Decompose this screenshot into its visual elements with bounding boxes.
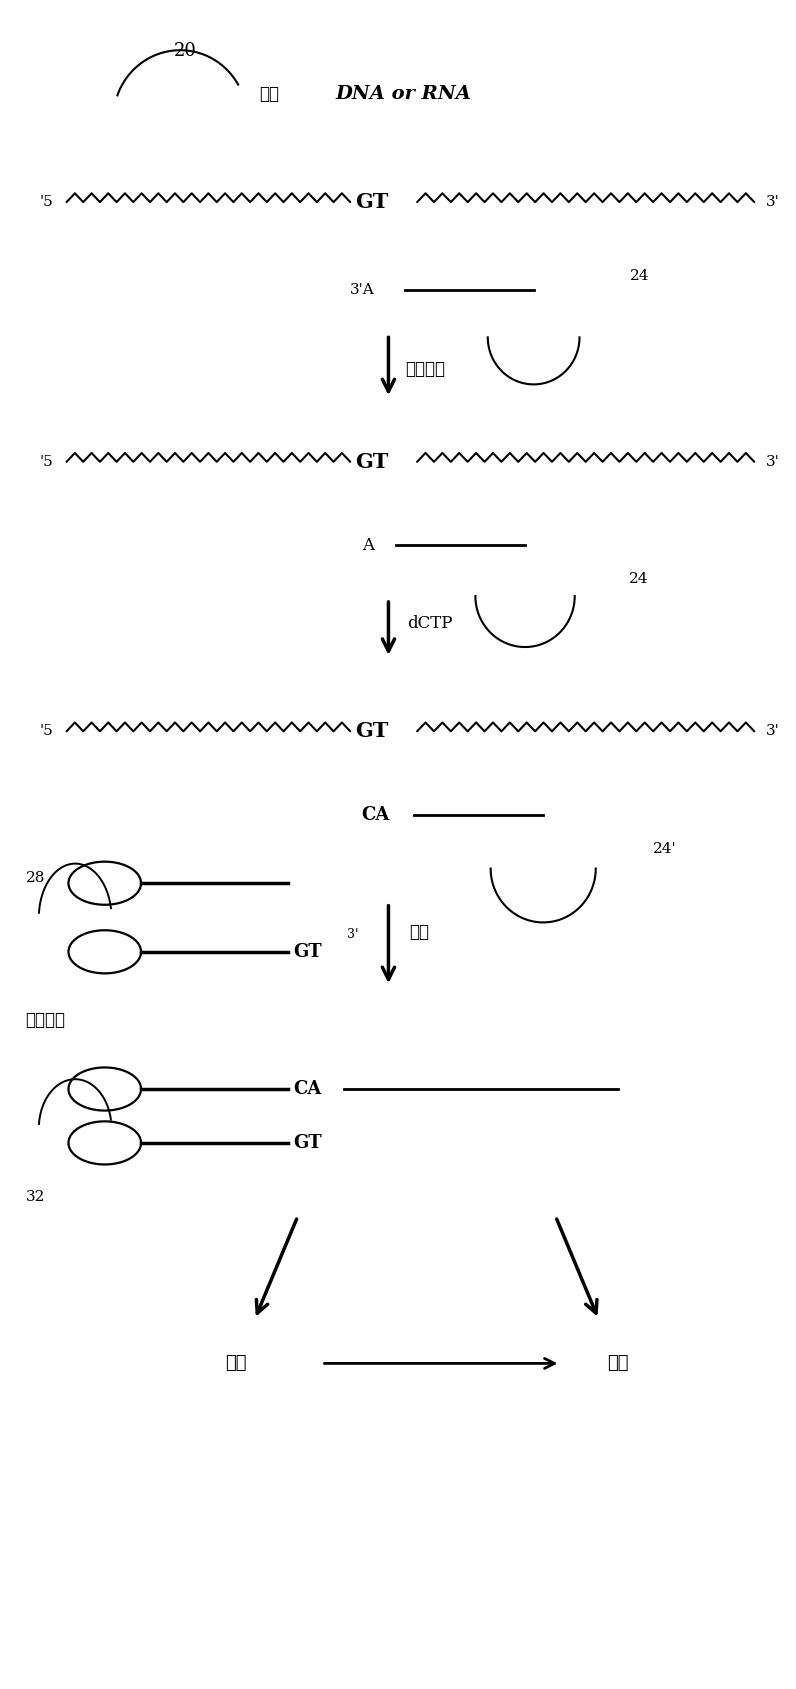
Text: 3': 3' [766, 725, 779, 738]
Text: 3': 3' [347, 927, 359, 941]
Text: 24: 24 [630, 269, 650, 282]
Text: GT: GT [355, 193, 388, 213]
Text: 连接: 连接 [409, 924, 430, 941]
Text: CA: CA [361, 806, 390, 824]
Text: 扩增: 扩增 [224, 1355, 247, 1373]
Text: 20: 20 [174, 42, 197, 61]
Text: 32: 32 [25, 1189, 45, 1204]
Text: 28: 28 [25, 872, 45, 885]
Text: 24: 24 [629, 573, 649, 586]
Text: dCTP: dCTP [408, 615, 453, 632]
Text: 检测探针: 检测探针 [25, 1012, 65, 1029]
Text: GT: GT [355, 721, 388, 741]
Text: DNA or RNA: DNA or RNA [336, 86, 472, 103]
Text: 3': 3' [766, 454, 779, 470]
Text: CA: CA [293, 1079, 322, 1098]
Text: 24': 24' [653, 841, 677, 856]
Text: '5: '5 [40, 725, 53, 738]
Text: 靶标: 靶标 [259, 86, 279, 103]
Text: 检测: 检测 [607, 1355, 629, 1373]
Text: '5: '5 [40, 196, 53, 209]
Text: GT: GT [293, 1133, 322, 1152]
Text: A: A [361, 537, 373, 554]
Text: GT: GT [293, 942, 322, 961]
Text: '5: '5 [40, 454, 53, 470]
Text: 3': 3' [766, 196, 779, 209]
Text: GT: GT [355, 453, 388, 471]
Text: 靶标探针: 靶标探针 [406, 360, 446, 378]
Text: 3'A: 3'A [350, 284, 375, 297]
